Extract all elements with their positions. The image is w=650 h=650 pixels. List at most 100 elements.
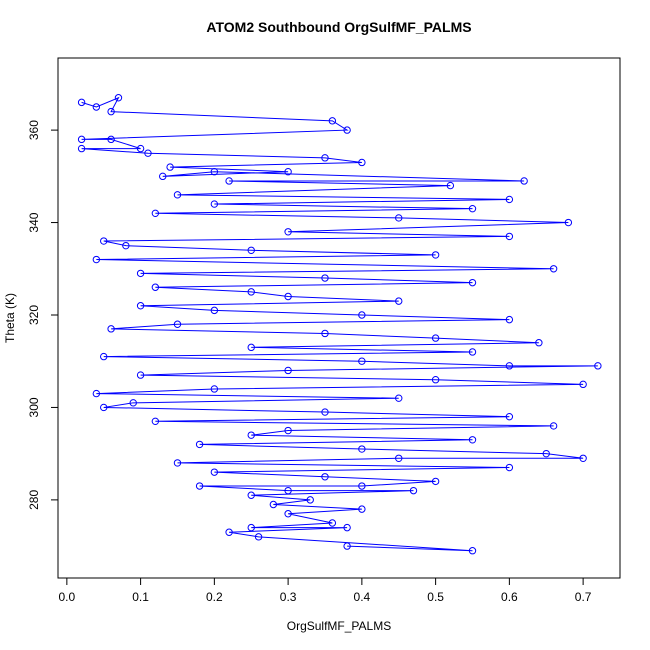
- point: [395, 394, 403, 402]
- point: [136, 371, 145, 379]
- point: [579, 454, 587, 462]
- point: [210, 200, 219, 208]
- point: [505, 362, 514, 370]
- point: [358, 505, 366, 513]
- point: [284, 426, 292, 435]
- point: [100, 403, 108, 412]
- plot-frame: [57, 57, 621, 579]
- point: [395, 454, 403, 462]
- point: [549, 422, 558, 430]
- point: [343, 126, 351, 134]
- point: [136, 302, 145, 310]
- point: [210, 306, 219, 315]
- point: [77, 98, 86, 107]
- point: [77, 135, 86, 144]
- point: [542, 449, 550, 458]
- point: [468, 348, 477, 356]
- point: [431, 334, 440, 342]
- point: [431, 477, 440, 486]
- point: [579, 380, 587, 389]
- point: [173, 191, 182, 199]
- y-tick-label: 360: [27, 120, 41, 140]
- point: [114, 94, 123, 102]
- point: [77, 144, 86, 153]
- point: [358, 482, 366, 490]
- point: [468, 278, 477, 287]
- point: [321, 329, 329, 338]
- point: [395, 214, 403, 222]
- point: [100, 352, 108, 361]
- point: [92, 255, 101, 264]
- point: [195, 440, 204, 449]
- point: [284, 168, 292, 176]
- x-tick-label: 0.1: [132, 590, 149, 604]
- point: [328, 117, 337, 125]
- point: [358, 445, 366, 453]
- point: [343, 523, 351, 532]
- point: [144, 149, 152, 157]
- point: [520, 177, 528, 185]
- point: [343, 542, 351, 550]
- point: [321, 408, 329, 416]
- point: [92, 103, 101, 111]
- point: [100, 237, 108, 245]
- y-tick-label: 320: [27, 305, 41, 325]
- point: [594, 362, 602, 370]
- point: [468, 547, 477, 555]
- point: [505, 315, 514, 324]
- point: [122, 241, 130, 250]
- point: [321, 274, 329, 282]
- point: [321, 154, 329, 162]
- point: [151, 417, 160, 426]
- point: [247, 431, 255, 439]
- point: [129, 399, 137, 407]
- point: [284, 292, 292, 301]
- point: [247, 246, 255, 254]
- point: [107, 325, 115, 333]
- point: [210, 168, 219, 176]
- point: [159, 172, 167, 181]
- point: [284, 228, 292, 236]
- point: [173, 320, 182, 328]
- point: [247, 343, 255, 352]
- point: [505, 195, 514, 204]
- y-axis-label: Theta (K): [3, 293, 17, 343]
- point: [564, 218, 573, 227]
- x-tick-label: 0.7: [575, 590, 592, 604]
- x-tick-label: 0.0: [59, 590, 76, 604]
- point: [505, 412, 514, 421]
- point: [505, 232, 514, 241]
- point: [269, 500, 278, 509]
- point: [210, 385, 219, 393]
- point: [358, 311, 366, 319]
- point: [284, 510, 292, 518]
- point: [395, 297, 403, 305]
- point: [247, 491, 255, 499]
- point: [107, 107, 115, 116]
- point: [549, 265, 558, 273]
- y-tick-label: 280: [27, 490, 41, 510]
- point: [358, 357, 366, 365]
- point: [210, 468, 219, 476]
- point: [409, 486, 418, 495]
- point: [328, 519, 337, 527]
- point: [254, 533, 263, 541]
- point: [446, 181, 455, 190]
- point: [431, 376, 440, 384]
- y-tick-label: 340: [27, 212, 41, 232]
- series-line: [81, 96, 598, 552]
- x-tick-label: 0.4: [354, 590, 371, 604]
- point: [195, 482, 204, 490]
- point: [173, 459, 182, 467]
- point: [535, 339, 543, 347]
- point: [431, 251, 440, 259]
- point: [468, 204, 477, 213]
- point: [358, 158, 366, 167]
- point: [225, 528, 233, 536]
- point: [136, 144, 145, 153]
- x-tick-label: 0.3: [280, 590, 297, 604]
- point: [225, 177, 233, 185]
- point: [468, 436, 477, 444]
- point: [92, 389, 101, 398]
